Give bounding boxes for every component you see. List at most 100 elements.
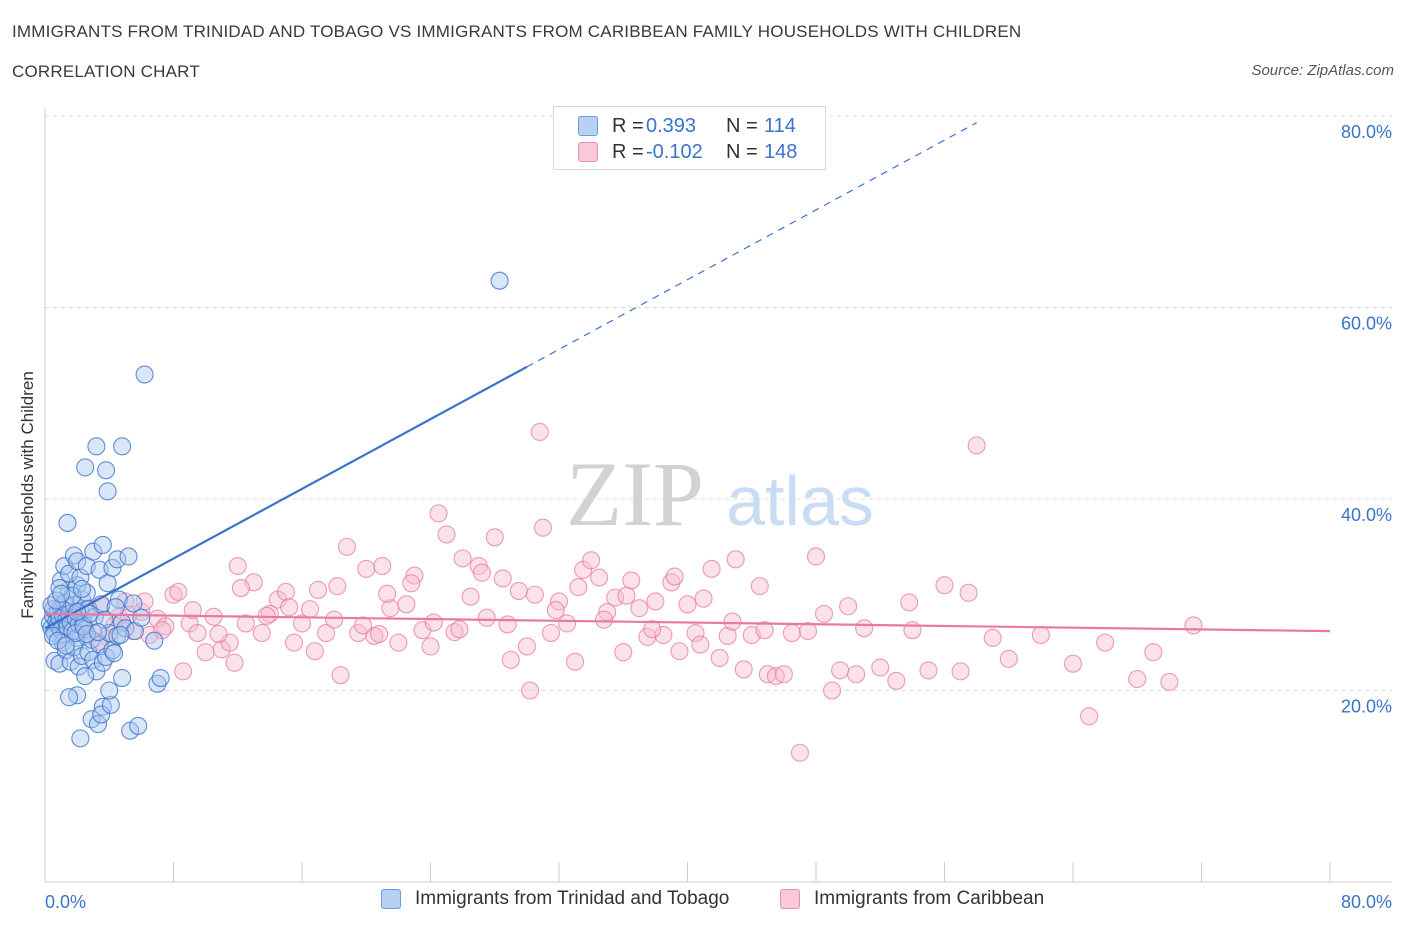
data-point-caribbean (373, 556, 392, 576)
watermark: ZIP (566, 443, 704, 545)
data-point-caribbean (750, 577, 769, 596)
data-point-trinidad (71, 729, 90, 748)
data-point-trinidad (88, 714, 108, 734)
data-point-caribbean (806, 547, 826, 566)
data-point-trinidad (113, 669, 132, 688)
data-point-caribbean (169, 582, 188, 601)
data-point-trinidad (77, 624, 96, 644)
data-point-caribbean (782, 623, 801, 643)
data-point-caribbean (670, 642, 689, 661)
trendline-caribbean (44, 612, 1331, 633)
data-point-caribbean (594, 610, 614, 629)
n-label: N = (726, 140, 758, 163)
data-point-caribbean (437, 525, 456, 544)
data-point-trinidad (129, 716, 148, 735)
axis-layer (44, 108, 1392, 883)
data-point-caribbean (453, 549, 472, 568)
data-point-caribbean (325, 610, 344, 629)
data-point-trinidad (76, 458, 95, 477)
y-tick-label: 40.0% (1341, 505, 1392, 525)
data-point-caribbean (231, 578, 251, 598)
data-point-caribbean (557, 614, 577, 633)
data-point-trinidad (76, 667, 95, 686)
trendline-trinidad (44, 365, 528, 630)
legend-item-trinidad[interactable]: Immigrants from Trinidad and Tobago (381, 888, 729, 910)
data-point-caribbean (606, 588, 625, 607)
data-point-caribbean (1160, 672, 1179, 691)
data-point-trinidad (58, 513, 77, 532)
legend-item-caribbean[interactable]: Immigrants from Caribbean (780, 888, 1044, 910)
data-point-caribbean (389, 633, 408, 652)
data-point-caribbean (164, 585, 183, 604)
r-label: R = (612, 114, 644, 137)
stats-legend: R = 0.393 N = 114 R = -0.102 N = 148 (553, 106, 826, 170)
data-point-caribbean (317, 623, 336, 643)
data-point-caribbean (630, 599, 649, 618)
data-point-caribbean (517, 637, 536, 656)
legend-label: Immigrants from Trinidad and Tobago (415, 888, 730, 909)
stats-row-caribbean: R = -0.102 N = 148 (578, 140, 797, 164)
series-trinidad (40, 271, 509, 748)
data-point-caribbean (959, 583, 978, 602)
chart-subtitle: CORRELATION CHART (12, 62, 200, 81)
data-point-caribbean (755, 621, 774, 640)
data-point-caribbean (183, 601, 202, 620)
series-legend: Immigrants from Trinidad and Tobago Immi… (0, 888, 1406, 916)
data-point-trinidad (43, 626, 63, 645)
data-point-caribbean (847, 665, 866, 684)
data-point-caribbean (378, 584, 397, 603)
y-tick-label: 80.0% (1341, 122, 1392, 142)
source-label: Source: ZipAtlas.com (1251, 62, 1394, 79)
data-point-caribbean (402, 574, 421, 593)
data-point-trinidad (145, 631, 164, 650)
watermark-atlas: atlas (726, 462, 874, 540)
data-point-caribbean (1063, 654, 1083, 673)
r-value: 0.393 (646, 114, 697, 137)
data-point-trinidad (132, 608, 151, 627)
data-point-caribbean (774, 665, 793, 684)
data-point-trinidad (135, 365, 154, 384)
data-point-caribbean (225, 653, 244, 672)
y-axis-label: Family Households with Children (18, 371, 37, 619)
legend-swatch-blue (381, 889, 401, 909)
data-point-caribbean (485, 528, 504, 547)
legend-label: Immigrants from Caribbean (814, 888, 1045, 909)
data-point-caribbean (174, 662, 193, 681)
data-point-caribbean (951, 662, 970, 681)
data-point-caribbean (662, 573, 681, 592)
data-point-caribbean (718, 626, 737, 645)
data-point-caribbean (919, 661, 938, 680)
data-point-caribbean (1144, 643, 1163, 662)
data-point-caribbean (509, 581, 528, 600)
data-point-trinidad (101, 695, 120, 714)
data-point-trinidad (151, 669, 170, 688)
trend-layer (44, 122, 1331, 633)
data-point-caribbean (691, 635, 710, 654)
data-point-caribbean (353, 616, 373, 635)
data-point-caribbean (871, 658, 890, 677)
data-point-trinidad (148, 674, 167, 693)
data-point-caribbean (855, 619, 874, 638)
data-point-caribbean (461, 587, 480, 606)
data-point-trinidad (490, 271, 509, 290)
data-point-trinidad (124, 594, 143, 613)
data-point-caribbean (546, 601, 565, 620)
data-point-caribbean (421, 637, 440, 656)
data-point-caribbean (723, 612, 742, 631)
data-point-trinidad (100, 681, 119, 700)
data-point-caribbean (726, 550, 745, 569)
data-point-caribbean (188, 623, 207, 643)
data-point-trinidad (84, 542, 103, 561)
legend-swatch-pink (780, 889, 800, 909)
data-point-caribbean (533, 518, 552, 537)
data-point-trinidad (105, 644, 124, 663)
data-point-caribbean (331, 666, 350, 685)
data-point-caribbean (702, 559, 721, 578)
data-point-trinidad (92, 705, 111, 724)
y-tick-label: 60.0% (1341, 314, 1392, 334)
data-point-trinidad (71, 568, 90, 587)
data-point-caribbean (276, 582, 295, 601)
data-point-caribbean (357, 559, 376, 578)
data-point-caribbean (521, 681, 540, 700)
data-point-caribbean (541, 623, 561, 643)
